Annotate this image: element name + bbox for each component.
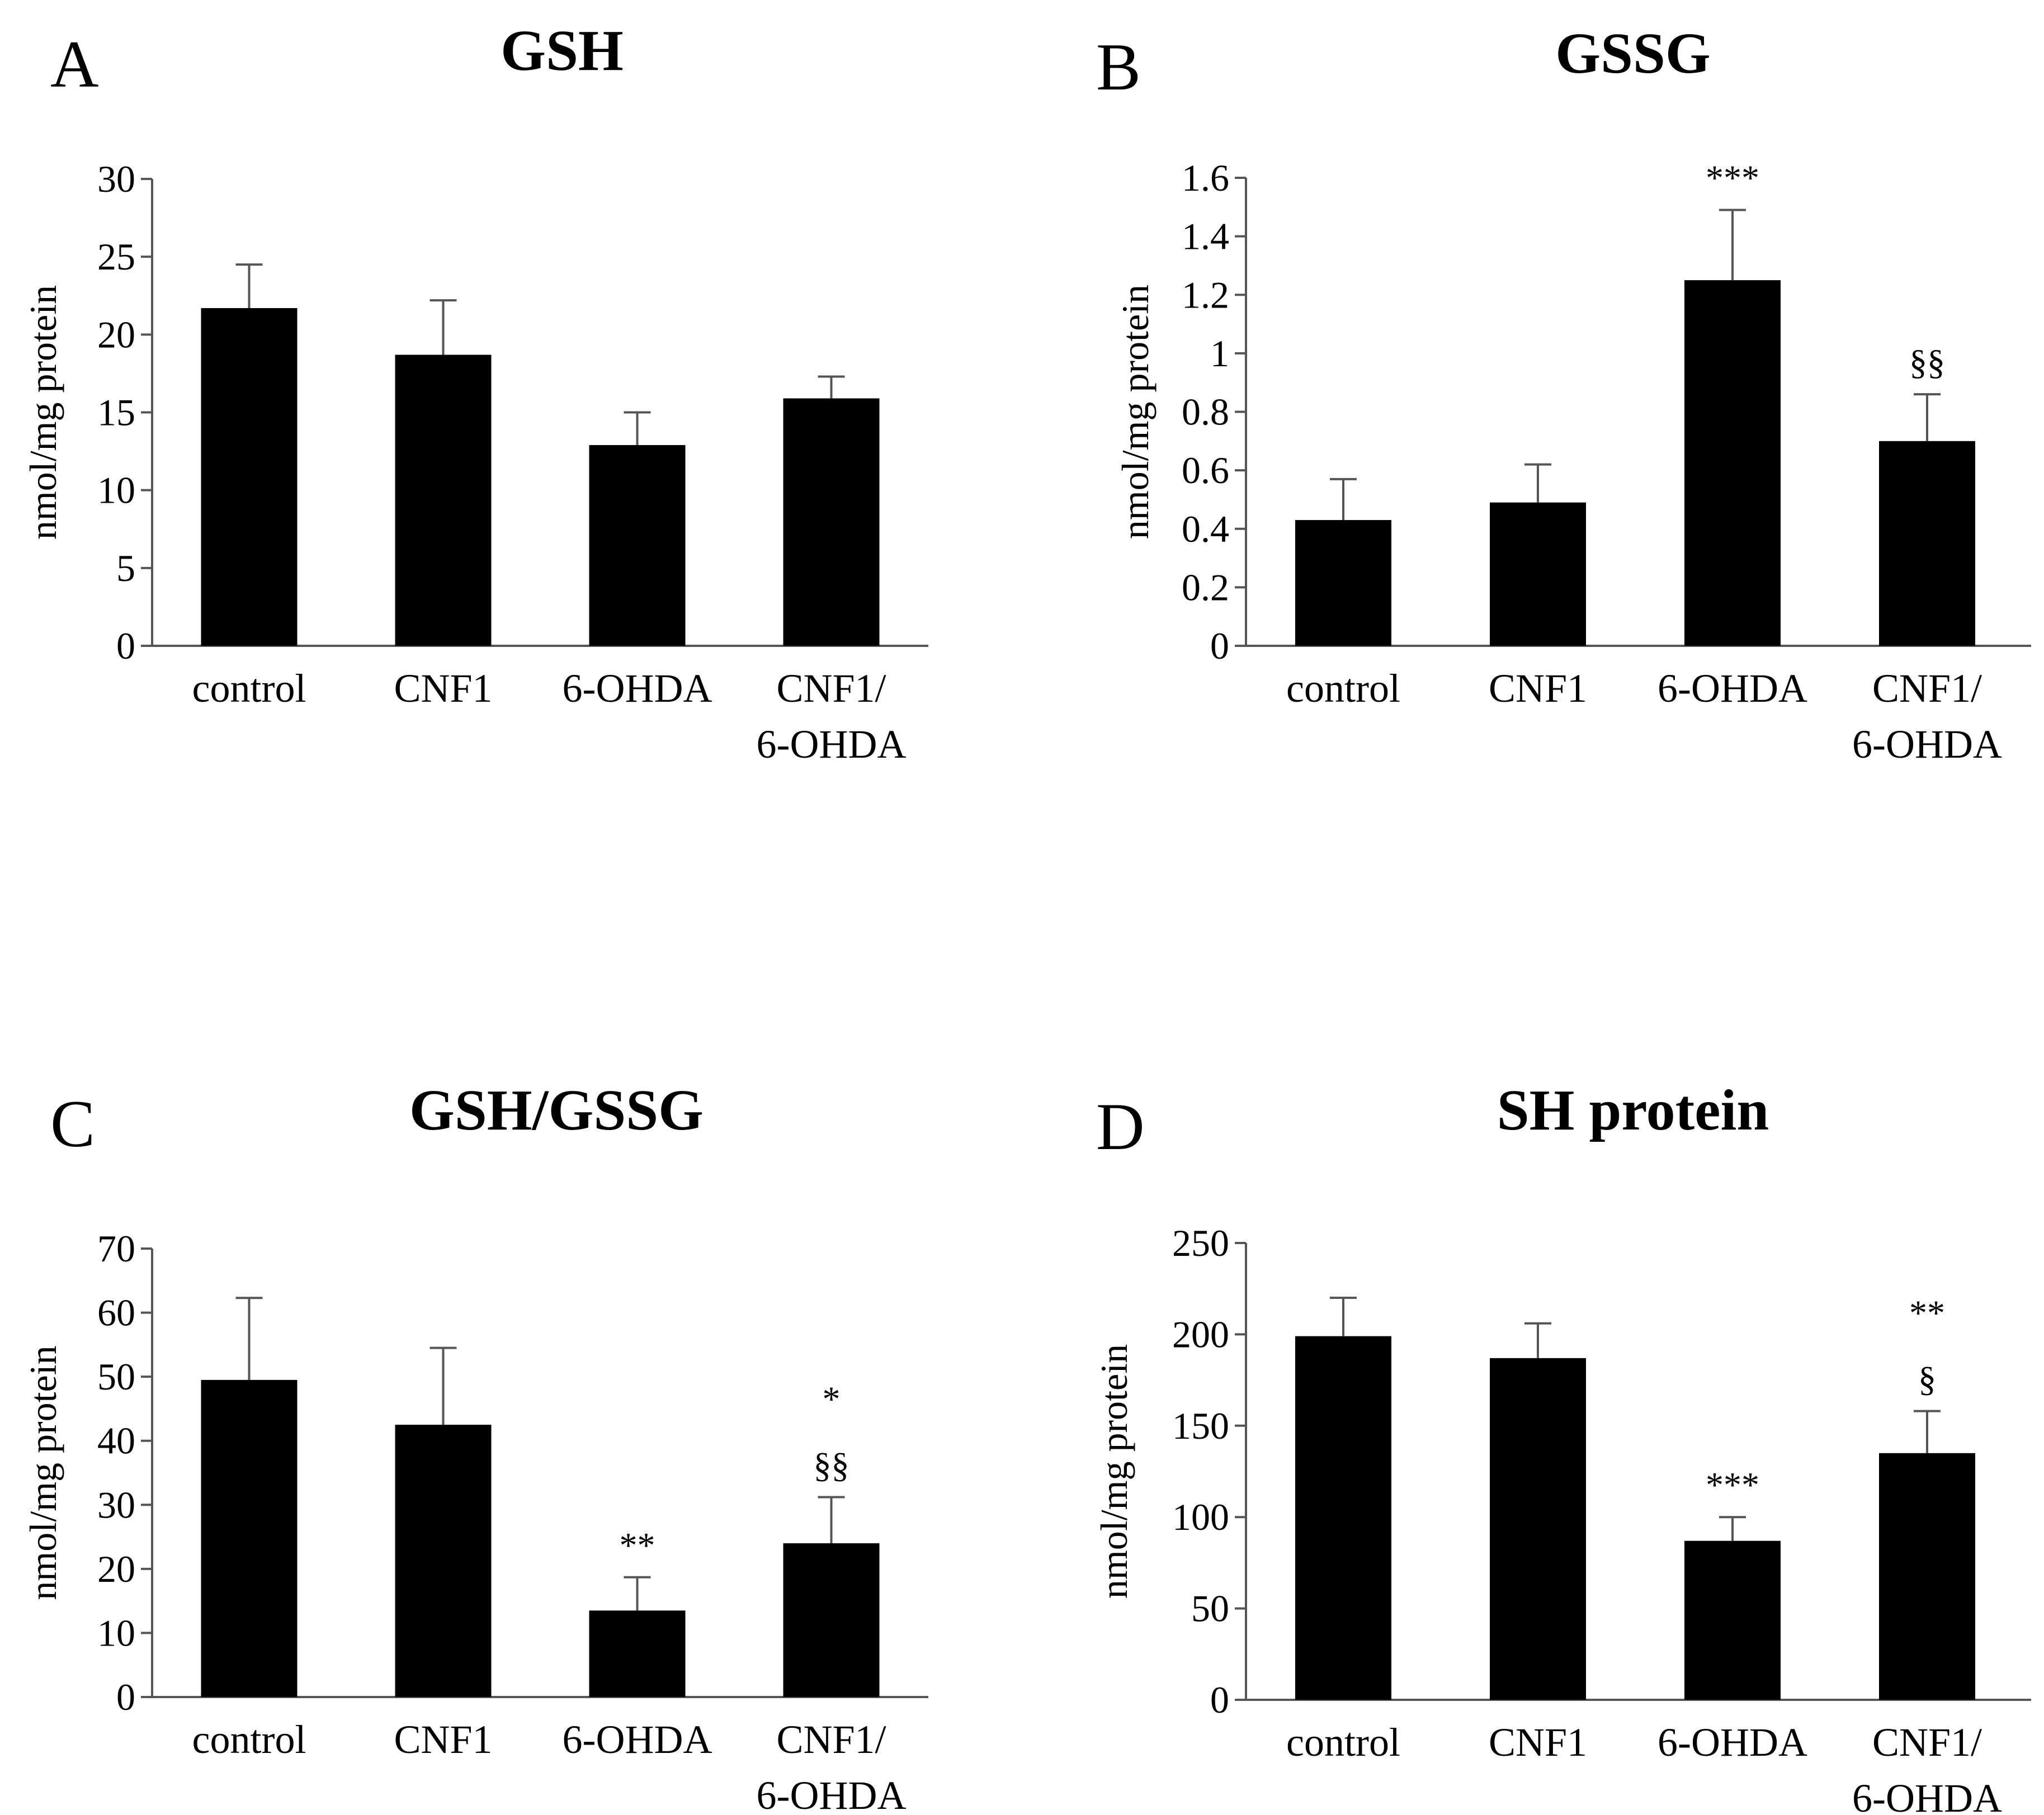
panel-c: C GSH/GSSG 0 10 20 30 40 50 60 70 nmol/mg protein c… — [22, 1078, 928, 1815]
y-tick-label: 60 — [97, 1292, 135, 1334]
y-axis-title: nmol/mg protein — [1114, 285, 1156, 539]
y-tick-label: 20 — [97, 313, 135, 356]
y-tick-label: 0 — [116, 1676, 135, 1718]
bar — [1295, 1336, 1391, 1700]
y-tick-label: 0.4 — [1182, 508, 1229, 550]
x-category-label: control — [192, 1717, 306, 1762]
panel-b: B GSSG 0 0.2 0.4 0.6 0.8 1 1.2 1.4 1.6 nmol/mg prot… — [1096, 21, 2031, 767]
y-tick-label: 250 — [1172, 1222, 1229, 1264]
significance-label: *** — [1706, 158, 1759, 198]
x-category-label: control — [1286, 666, 1400, 711]
bar — [1490, 1358, 1586, 1700]
y-tick-label: 10 — [97, 1611, 135, 1654]
y-tick-label: 0 — [1210, 625, 1229, 667]
bar — [1879, 441, 1975, 646]
y-tick-label: 0 — [116, 625, 135, 667]
bar — [783, 398, 880, 646]
x-category-label: 6-OHDA — [563, 1717, 712, 1762]
panel-letter: B — [1096, 30, 1141, 104]
bar — [1684, 280, 1781, 646]
x-category-label: 6-OHDA — [757, 722, 907, 767]
y-tick-label: 0.8 — [1182, 391, 1229, 433]
bar — [1684, 1540, 1781, 1700]
y-tick-label: 0.2 — [1182, 566, 1229, 608]
bar — [783, 1543, 880, 1697]
chart-title: GSH/GSSG — [409, 1078, 704, 1142]
x-category-label: 6-OHDA — [1658, 1720, 1807, 1765]
y-tick-label: 0.6 — [1182, 449, 1229, 491]
y-tick-label: 15 — [97, 391, 135, 434]
chart-title: GSH — [501, 18, 624, 83]
y-tick-label: 25 — [97, 235, 135, 278]
y-axis-title: nmol/mg protein — [22, 1345, 64, 1600]
x-category-label: CNF1 — [394, 1717, 492, 1762]
y-tick-label: 40 — [97, 1420, 135, 1462]
bar — [589, 1610, 686, 1697]
x-category-label: 6-OHDA — [1658, 666, 1807, 711]
y-tick-label: 30 — [97, 158, 135, 200]
y-tick-label: 150 — [1172, 1405, 1229, 1447]
bar — [395, 355, 492, 646]
y-tick-label: 200 — [1172, 1313, 1229, 1355]
y-tick-label: 0 — [1210, 1679, 1229, 1721]
y-tick-label: 100 — [1172, 1496, 1229, 1538]
y-tick-label: 50 — [97, 1355, 135, 1398]
y-tick-label: 1.6 — [1182, 157, 1229, 199]
significance-label: §§ — [1909, 342, 1945, 382]
bar — [201, 308, 298, 646]
x-category-label: 6-OHDA — [1852, 722, 2002, 767]
bar — [1295, 520, 1391, 646]
x-category-label: control — [1286, 1720, 1400, 1765]
bar — [395, 1425, 492, 1697]
x-category-label: CNF1 — [394, 666, 492, 711]
significance-label: * — [823, 1379, 841, 1419]
y-tick-label: 50 — [1191, 1587, 1229, 1630]
significance-label: §§ — [814, 1445, 849, 1485]
y-tick-label: 10 — [97, 469, 135, 512]
x-category-label: CNF1 — [1489, 1720, 1587, 1765]
panel-letter: D — [1096, 1089, 1145, 1164]
y-axis-title: nmol/mg protein — [1093, 1344, 1135, 1599]
panel-a: A GSH 0 5 10 15 20 25 30 nmol/mg protein control CN… — [22, 18, 928, 767]
y-tick-label: 1.4 — [1182, 215, 1229, 258]
x-category-label: 6-OHDA — [757, 1773, 907, 1815]
bar — [1490, 502, 1586, 646]
y-tick-label: 70 — [97, 1227, 135, 1270]
bar — [201, 1379, 298, 1697]
significance-label: ** — [620, 1525, 655, 1565]
y-tick-label: 20 — [97, 1548, 135, 1590]
x-category-label: CNF1 — [1489, 666, 1587, 711]
panel-letter: C — [50, 1086, 95, 1161]
panel-d: D SH protein 0 50 100 150 200 250 nmol/mg protei… — [1093, 1078, 2031, 1815]
significance-label: § — [1918, 1359, 1936, 1399]
chart-title: GSSG — [1555, 21, 1710, 86]
x-category-label: CNF1/ — [1872, 666, 1982, 711]
x-category-label: control — [192, 666, 306, 711]
significance-label: *** — [1706, 1465, 1759, 1505]
x-category-label: 6-OHDA — [1852, 1776, 2002, 1815]
y-tick-label: 30 — [97, 1483, 135, 1526]
y-tick-label: 5 — [116, 547, 135, 589]
y-axis-title: nmol/mg protein — [22, 285, 64, 540]
y-tick-label: 1 — [1210, 332, 1229, 375]
bar — [589, 445, 686, 646]
x-category-label: CNF1/ — [1872, 1720, 1982, 1765]
panel-letter: A — [50, 27, 99, 101]
x-category-label: 6-OHDA — [563, 666, 712, 711]
x-category-label: CNF1/ — [776, 666, 886, 711]
x-category-label: CNF1/ — [776, 1717, 886, 1762]
y-tick-label: 1.2 — [1182, 273, 1229, 316]
significance-label: ** — [1909, 1293, 1945, 1333]
chart-title: SH protein — [1497, 1078, 1769, 1142]
bar — [1879, 1453, 1975, 1700]
